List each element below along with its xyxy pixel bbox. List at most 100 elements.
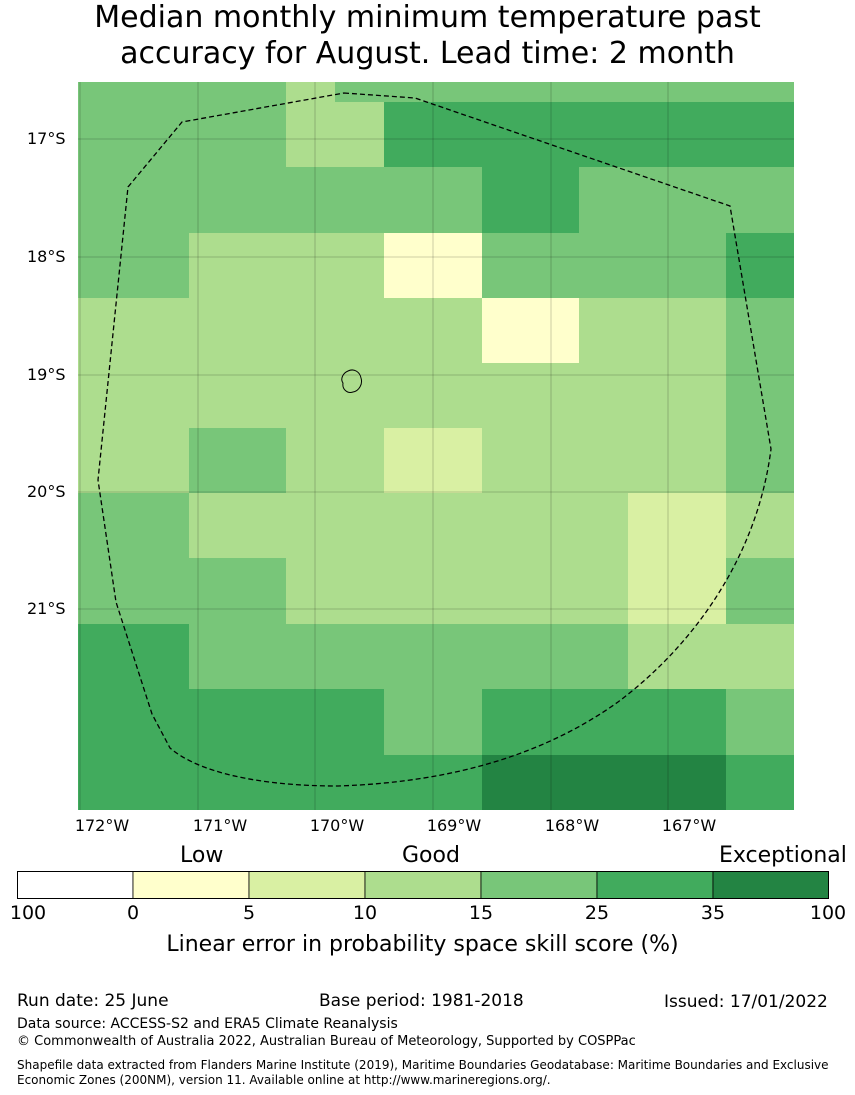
grid-cell [628, 428, 678, 494]
grid-cell [482, 624, 531, 690]
grid-cell [433, 167, 483, 234]
grid-cell [140, 755, 190, 810]
colorbar-segment [712, 871, 829, 899]
grid-cell [677, 624, 727, 690]
colorbar-tick: 5 [242, 902, 256, 924]
base-period: Base period: 1981-2018 [319, 991, 524, 1011]
grid-cell [628, 493, 678, 559]
grid-cell [335, 363, 385, 429]
grid-cell [238, 428, 287, 494]
grid-cell [433, 493, 483, 559]
grid-cell [78, 493, 141, 559]
lat-label-18s: 18°S [27, 247, 66, 266]
grid-cell [579, 167, 629, 234]
colorbar-tick: 35 [700, 902, 726, 924]
grid-cell [189, 363, 239, 429]
grid-cell [774, 167, 794, 234]
grid-cell [677, 689, 727, 756]
grid-cell [384, 363, 434, 429]
grid-cell [482, 428, 531, 494]
copyright-notice: © Commonwealth of Australia 2022, Austra… [17, 1034, 636, 1049]
grid-cell [677, 298, 727, 364]
grid-cell [530, 428, 580, 494]
grid-cell [726, 82, 775, 103]
grid-cell [384, 558, 434, 625]
grid-cell [384, 755, 434, 810]
lat-label-19s: 19°S [27, 365, 66, 384]
grid-cell [482, 493, 531, 559]
data-source: Data source: ACCESS-S2 and ERA5 Climate … [17, 1016, 398, 1032]
grid-cell [726, 624, 775, 690]
grid-cell [579, 689, 629, 756]
grid-cell [579, 363, 629, 429]
grid-cell [774, 102, 794, 168]
grid-cell [774, 428, 794, 494]
grid-cell [482, 363, 531, 429]
grid-cell [238, 298, 287, 364]
grid-cell [238, 233, 287, 299]
grid-cell [286, 558, 336, 625]
grid-cell [384, 624, 434, 690]
grid-cell [433, 363, 483, 429]
grid-cell [774, 624, 794, 690]
eez-boundary [97, 92, 772, 787]
title-line-1: Median monthly minimum temperature past [94, 0, 761, 35]
grid-cell [774, 363, 794, 429]
grid-cell [530, 624, 580, 690]
grid-cell [530, 363, 580, 429]
run-date: Run date: 25 June [17, 991, 169, 1011]
grid-cell [677, 102, 727, 168]
grid-cell [189, 233, 239, 299]
grid-cell [677, 493, 727, 559]
grid-cell [433, 689, 483, 756]
issued-date: Issued: 17/01/2022 [664, 992, 828, 1012]
grid-cell [677, 82, 727, 103]
grid-cell [482, 298, 531, 364]
grid-cell [286, 82, 336, 103]
grid-cell [433, 558, 483, 625]
grid-cell [286, 689, 336, 756]
grid-cell [78, 558, 141, 625]
grid-cell [774, 558, 794, 625]
grid-cell [726, 689, 775, 756]
grid-cell [238, 689, 287, 756]
grid-cell [433, 102, 483, 168]
skill-map [78, 82, 794, 810]
colorbar-tick: 15 [468, 902, 494, 924]
grid-cell [140, 233, 190, 299]
grid-cell [726, 233, 775, 299]
grid-cell [189, 689, 239, 756]
shapefile-credit-line-1: Shapefile data extracted from Flanders M… [17, 1058, 829, 1072]
lon-label-171w: 171°W [192, 816, 248, 835]
grid-cell [238, 363, 287, 429]
grid-cell [482, 689, 531, 756]
lon-label-167w: 167°W [661, 816, 717, 835]
lon-label-172w: 172°W [74, 816, 130, 835]
grid-cell [140, 689, 190, 756]
grid-cell [238, 558, 287, 625]
grid-cell [78, 102, 141, 168]
grid-cell [726, 298, 775, 364]
grid-cell [238, 755, 287, 810]
grid-cell [140, 624, 190, 690]
skill-grid-plot [78, 82, 794, 810]
grid-cell [677, 558, 727, 625]
colorbar-tick: 0 [126, 902, 140, 924]
grid-cell [384, 493, 434, 559]
grid-cell [140, 102, 190, 168]
grid-cell [579, 298, 629, 364]
colorbar-segment [364, 871, 482, 899]
grid-cell [238, 82, 287, 103]
grid-cell [677, 167, 727, 234]
grid-cell [384, 102, 434, 168]
grid-cell [628, 558, 678, 625]
grid-cell [335, 624, 385, 690]
grid-cell [433, 233, 483, 299]
grid-cell [433, 82, 483, 103]
grid-cell [579, 428, 629, 494]
grid-cell [579, 82, 629, 103]
grid-cell [78, 689, 141, 756]
grid-cell [530, 167, 580, 234]
grid-cell [78, 428, 141, 494]
grid-cell [530, 755, 580, 810]
